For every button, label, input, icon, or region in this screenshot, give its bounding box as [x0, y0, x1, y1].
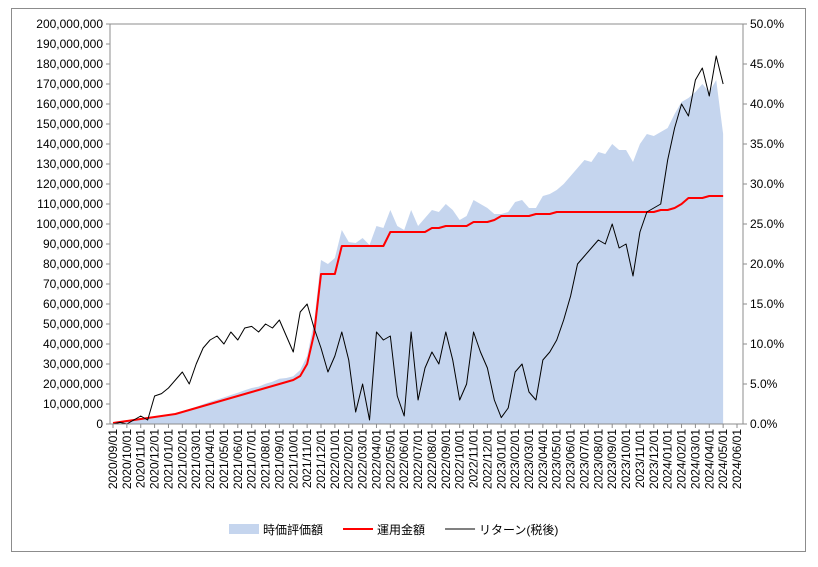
y-tick-label: 60,000,000 — [43, 297, 103, 311]
x-tick-label: 2020/09/01 — [106, 429, 120, 489]
y-tick-label: 120,000,000 — [36, 177, 103, 191]
x-tick-label: 2023/07/01 — [577, 429, 591, 489]
x-tick-label: 2021/12/01 — [314, 429, 328, 489]
y-tick-label: 20,000,000 — [43, 377, 103, 391]
legend-item: リターン(税後) — [445, 523, 558, 537]
x-tick-label: 2023/02/01 — [508, 429, 522, 489]
y-tick-label: 190,000,000 — [36, 37, 103, 51]
y2-tick-label: 15.0% — [750, 297, 784, 311]
x-tick-label: 2020/11/01 — [134, 429, 148, 488]
y2-tick-label: 35.0% — [750, 137, 784, 151]
x-tick-label: 2023/08/01 — [591, 429, 605, 489]
y-tick-label: 170,000,000 — [36, 77, 103, 91]
y-tick-label: 90,000,000 — [43, 237, 103, 251]
y-tick-label: 180,000,000 — [36, 57, 103, 71]
y-tick-label: 70,000,000 — [43, 277, 103, 291]
y2-tick-label: 5.0% — [750, 377, 778, 391]
x-tick-label: 2024/02/01 — [675, 429, 689, 489]
y-tick-label: 40,000,000 — [43, 337, 103, 351]
y-tick-label: 50,000,000 — [43, 317, 103, 331]
legend-item: 時価評価額 — [229, 522, 323, 537]
x-tick-label: 2023/11/01 — [633, 429, 647, 488]
x-tick-label: 2024/01/01 — [661, 429, 675, 489]
line-series — [112, 195, 724, 424]
x-tick-label: 2022/06/01 — [397, 429, 411, 489]
x-tick-label: 2021/08/01 — [259, 429, 273, 489]
x-tick-label: 2022/02/01 — [342, 429, 356, 489]
x-tick-label: 2022/03/01 — [356, 429, 370, 489]
x-tick-label: 2021/01/01 — [161, 429, 175, 489]
legend-label: 運用金額 — [377, 522, 425, 537]
y2-tick-label: 30.0% — [750, 177, 784, 191]
x-tick-label: 2024/03/01 — [688, 429, 702, 489]
y2-tick-label: 20.0% — [750, 257, 784, 271]
x-tick-label: 2023/03/01 — [522, 429, 536, 489]
x-tick-label: 2023/06/01 — [564, 429, 578, 489]
legend-item: 運用金額 — [343, 522, 425, 537]
y-tick-label: 80,000,000 — [43, 257, 103, 271]
x-tick-label: 2021/03/01 — [189, 429, 203, 489]
y2-tick-label: 25.0% — [750, 217, 784, 231]
x-tick-label: 2022/10/01 — [453, 429, 467, 489]
x-tick-label: 2022/05/01 — [383, 429, 397, 489]
x-tick-label: 2021/11/01 — [300, 429, 314, 488]
x-tick-label: 2022/07/01 — [411, 429, 425, 489]
line-series — [112, 55, 724, 425]
x-tick-label: 2022/01/01 — [328, 429, 342, 489]
x-tick-label: 2022/08/01 — [425, 429, 439, 489]
y-tick-label: 150,000,000 — [36, 117, 103, 131]
y-tick-label: 160,000,000 — [36, 97, 103, 111]
x-tick-label: 2022/04/01 — [369, 429, 383, 489]
x-tick-label: 2022/11/01 — [467, 429, 481, 488]
legend-label: リターン(税後) — [479, 523, 558, 537]
x-tick-label: 2021/02/01 — [175, 429, 189, 489]
x-tick-label: 2023/05/01 — [550, 429, 564, 489]
x-tick-label: 2021/07/01 — [245, 429, 259, 489]
x-tick-label: 2021/09/01 — [272, 429, 286, 489]
y2-tick-label: 40.0% — [750, 97, 784, 111]
x-tick-label: 2024/04/01 — [702, 429, 716, 489]
x-tick-label: 2023/01/01 — [494, 429, 508, 489]
y2-tick-label: 10.0% — [750, 337, 784, 351]
x-tick-label: 2023/10/01 — [619, 429, 633, 489]
area-series — [113, 80, 724, 424]
y-tick-label: 200,000,000 — [36, 17, 103, 31]
y2-tick-label: 0.0% — [750, 417, 778, 431]
y-tick-label: 110,000,000 — [37, 197, 103, 211]
x-tick-label: 2020/12/01 — [148, 429, 162, 489]
x-tick-label: 2022/09/01 — [439, 429, 453, 489]
legend-swatch — [229, 524, 259, 534]
x-tick-label: 2021/10/01 — [286, 429, 300, 489]
legend-label: 時価評価額 — [263, 522, 323, 537]
x-tick-label: 2021/05/01 — [217, 429, 231, 489]
y-tick-label: 130,000,000 — [36, 157, 103, 171]
x-tick-label: 2023/12/01 — [647, 429, 661, 489]
y2-tick-label: 50.0% — [750, 17, 784, 31]
x-tick-label: 2021/04/01 — [203, 429, 217, 489]
y-tick-label: 100,000,000 — [36, 217, 103, 231]
x-tick-label: 2023/09/01 — [605, 429, 619, 489]
x-tick-label: 2021/06/01 — [231, 429, 245, 489]
x-tick-label: 2023/04/01 — [536, 429, 550, 489]
y-tick-label: 10,000,000 — [43, 397, 103, 411]
x-tick-label: 2022/12/01 — [480, 429, 494, 489]
y2-tick-label: 45.0% — [750, 57, 784, 71]
y-tick-label: 140,000,000 — [36, 137, 103, 151]
x-tick-label: 2020/10/01 — [120, 429, 134, 489]
x-tick-label: 2024/06/01 — [730, 429, 744, 489]
y-tick-label: 30,000,000 — [43, 357, 103, 371]
x-tick-label: 2024/05/01 — [716, 429, 730, 489]
y-tick-label: 0 — [96, 417, 103, 431]
